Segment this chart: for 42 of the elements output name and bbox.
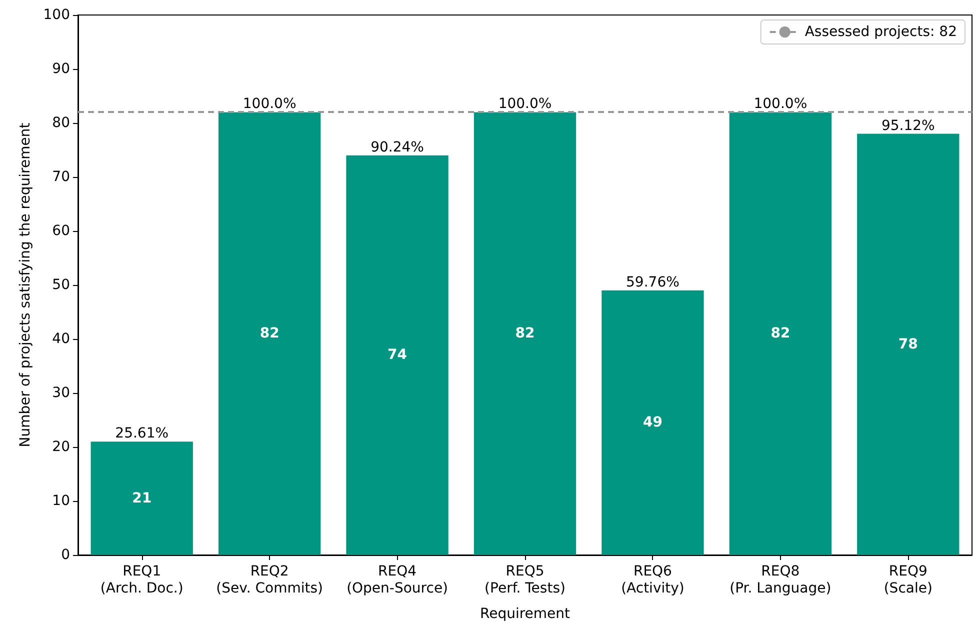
y-tick-label: 40 — [52, 331, 70, 347]
annotation: 59.76% — [626, 274, 680, 290]
data-label: 82 — [260, 326, 280, 342]
x-tick-label: REQ5 (Perf. Tests) — [484, 564, 566, 596]
bar — [857, 134, 960, 555]
bar — [729, 112, 832, 555]
y-axis-title: Number of projects satisfying the requirement — [17, 122, 34, 448]
annotation: 25.61% — [115, 426, 169, 442]
data-label: 74 — [388, 347, 408, 364]
x-tick-label: REQ2 (Sev. Commits) — [216, 564, 323, 596]
annotation: 95.12% — [881, 118, 935, 134]
y-tick-label: 90 — [52, 61, 70, 77]
x-tick-label: REQ9 (Scale) — [884, 564, 932, 596]
bar — [90, 442, 193, 555]
bar — [218, 112, 321, 555]
annotation: 100.0% — [498, 96, 552, 112]
x-tick-label: REQ8 (Pr. Language) — [730, 564, 832, 596]
bar — [602, 290, 704, 555]
legend-label: Assessed projects: 82 — [804, 24, 958, 40]
data-label: 49 — [642, 414, 662, 431]
y-tick-label: 100 — [43, 7, 70, 23]
y-tick-label: 0 — [61, 547, 70, 563]
y-tick-label: 50 — [52, 277, 70, 293]
x-tick-label: REQ4 (Open-Source) — [346, 564, 448, 596]
y-tick-label: 70 — [52, 169, 70, 185]
y-tick-label: 80 — [52, 115, 70, 131]
annotation: 100.0% — [754, 96, 808, 112]
data-label: 21 — [132, 490, 152, 506]
bar — [474, 112, 576, 555]
x-tick-label: REQ1 (Arch. Doc.) — [100, 564, 184, 596]
data-label: 82 — [770, 326, 790, 342]
bar — [346, 155, 448, 555]
x-tick-label: REQ6 (Activity) — [621, 564, 684, 596]
data-label: 78 — [898, 336, 918, 352]
annotation: 100.0% — [242, 96, 296, 112]
y-tick-label: 20 — [52, 439, 70, 455]
y-tick-label: 60 — [52, 223, 70, 239]
annotation: 90.24% — [370, 139, 424, 156]
y-tick-label: 10 — [52, 493, 70, 509]
data-label: 82 — [515, 326, 535, 342]
x-axis-title: Requirement — [480, 606, 571, 622]
y-tick-label: 30 — [52, 385, 70, 401]
